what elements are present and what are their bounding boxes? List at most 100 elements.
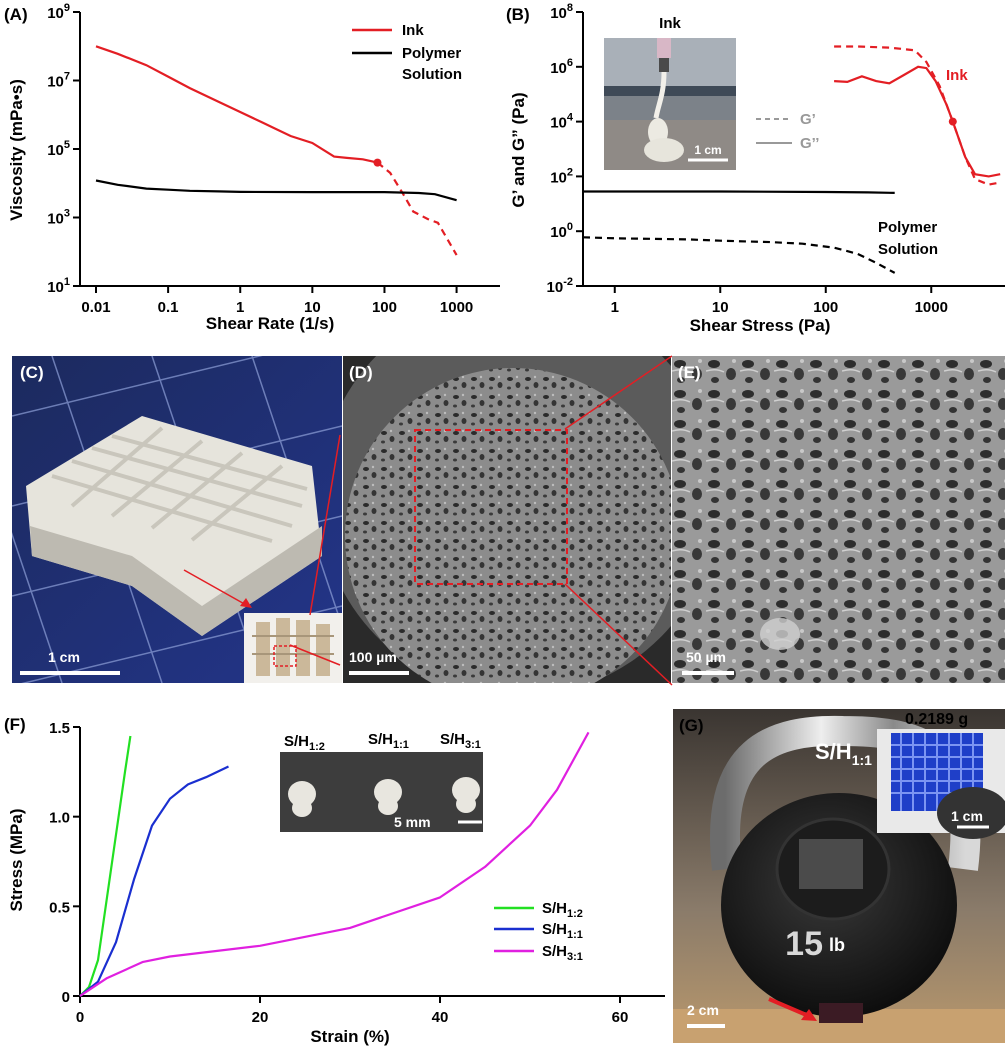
panel-f-label: (F) bbox=[4, 715, 26, 734]
panel-b-legend: G’ G’’ bbox=[756, 111, 819, 152]
pa-y-tick-label-3: 107 bbox=[47, 71, 70, 91]
pa-x-tick-label-2: 1 bbox=[236, 299, 244, 316]
pa-y-tick-label-0: 101 bbox=[47, 276, 70, 296]
panel-f-x-axis-title: Strain (%) bbox=[310, 1027, 389, 1046]
legend-sh12: S/H1:2 bbox=[542, 900, 583, 920]
pa-series-2 bbox=[95, 179, 457, 202]
pb-x-tick-label-1: 10 bbox=[712, 299, 729, 316]
pa-x-tick-label-1: 0.1 bbox=[158, 299, 179, 316]
panel-d-sem-strut-cross-section: (D) 100 µm bbox=[343, 356, 671, 683]
legend-g-prime: G’ bbox=[800, 111, 816, 128]
pa-series-0 bbox=[95, 45, 378, 164]
pb-y-tick-label-2: 102 bbox=[550, 166, 573, 186]
pa-y-tick-label-2: 105 bbox=[47, 139, 70, 159]
panel-d-scalebar-label: 100 µm bbox=[349, 649, 397, 665]
pf-series-1 bbox=[79, 765, 229, 997]
compression-samples-photo: 5 mm S/H1:2 S/H1:1 S/H3:1 bbox=[280, 731, 483, 832]
blue-lattice-inset: 1 cm bbox=[877, 729, 1005, 839]
pb-x-tick-label-2: 100 bbox=[813, 299, 838, 316]
panel-d-label: (D) bbox=[349, 363, 373, 382]
mass-label: 0.2189 g bbox=[905, 711, 968, 728]
panel-f-legend: S/H1:2 S/H1:1 S/H3:1 bbox=[494, 900, 583, 963]
legend-sh31: S/H3:1 bbox=[542, 943, 583, 963]
zoom-connector-lines bbox=[289, 355, 673, 686]
panel-b-modulus-chart: (B) 1 10 100 1000 10-2 100 102 104 106 108 Shear … bbox=[506, 2, 1005, 335]
panel-b-x-axis-title: Shear Stress (Pa) bbox=[690, 316, 831, 335]
scaffold-cross-section-inset bbox=[244, 613, 342, 683]
pb-series-2 bbox=[582, 236, 896, 274]
pf-x-tick-label-1: 20 bbox=[252, 1009, 269, 1026]
pa-x-tick-label-0: 0.01 bbox=[81, 299, 110, 316]
panel-c-printed-scaffold-photo: (C) 1 cm bbox=[12, 356, 342, 683]
pa-y-tick-label-1: 103 bbox=[47, 208, 70, 228]
panel-c-label: (C) bbox=[20, 363, 44, 382]
pa-marker-0 bbox=[373, 158, 382, 167]
pa-series-1 bbox=[376, 161, 458, 256]
sample-label: S/H1:1 bbox=[815, 739, 872, 768]
inset-scale-5mm: 5 mm bbox=[394, 814, 431, 830]
pa-x-tick-label-5: 1000 bbox=[440, 299, 473, 316]
panel-g-kettlebell-load-photo: 15 lb (G) S/H1:1 2 cm 1 cm 0.2189 g bbox=[673, 709, 1005, 1043]
pa-x-tick-label-4: 100 bbox=[372, 299, 397, 316]
panel-a-y-axis-title: Viscosity (mPa•s) bbox=[7, 79, 26, 221]
panel-g-label: (G) bbox=[679, 716, 704, 735]
pb-y-tick-label-4: 106 bbox=[550, 57, 573, 77]
weight-unit: lb bbox=[829, 935, 845, 955]
panel-e-sem-porous-microstructure: (E) 50 µm bbox=[672, 356, 1005, 683]
legend-solution: Solution bbox=[402, 66, 462, 83]
lattice-scaffold bbox=[26, 416, 322, 636]
panel-a-legend: Ink Polymer Solution bbox=[352, 22, 462, 83]
pb-y-tick-label-1: 100 bbox=[550, 221, 573, 241]
inset-scale-1cm-g: 1 cm bbox=[951, 808, 983, 824]
annotation-solution: Solution bbox=[878, 241, 938, 258]
pb-series-0 bbox=[834, 45, 1001, 186]
pf-y-tick-label-0: 0 bbox=[62, 989, 70, 1006]
panel-e-scalebar-label: 50 µm bbox=[686, 649, 726, 665]
pf-y-tick-label-1: 0.5 bbox=[49, 899, 70, 916]
panel-a-x-axis-title: Shear Rate (1/s) bbox=[206, 314, 335, 333]
legend-g-double-prime: G’’ bbox=[800, 135, 819, 152]
panel-b-axes bbox=[582, 12, 1005, 287]
panel-e-label: (E) bbox=[678, 363, 701, 382]
inset-label-sh11: S/H1:1 bbox=[368, 731, 409, 751]
pb-y-tick-label-5: 108 bbox=[550, 2, 573, 22]
inset-scale-1cm: 1 cm bbox=[694, 143, 721, 157]
ink-extrusion-photo: Ink 1 cm bbox=[604, 15, 736, 170]
panel-c-scalebar-label: 1 cm bbox=[48, 649, 80, 665]
pb-series-3 bbox=[583, 190, 895, 194]
pf-x-tick-label-2: 40 bbox=[432, 1009, 449, 1026]
pf-series-0 bbox=[79, 735, 132, 997]
panel-b-y-axis-title: G’ and G” (Pa) bbox=[509, 92, 528, 207]
zoom-region-box bbox=[414, 429, 568, 585]
panel-f-compression-chart: (F) 0 20 40 60 0 0.5 1.0 1.5 Strain (%) Stress … bbox=[4, 715, 665, 1046]
inset-ink-label: Ink bbox=[659, 15, 681, 32]
pb-y-tick-label-0: 10-2 bbox=[547, 276, 573, 296]
pb-series-1 bbox=[834, 65, 1001, 178]
pf-x-tick-label-0: 0 bbox=[76, 1009, 84, 1026]
weight-value: 15 bbox=[785, 925, 823, 963]
panel-a-viscosity-chart: (A) 0.01 0.1 1 10 100 1000 101 103 105 107 109 She… bbox=[4, 2, 500, 333]
pb-marker-0 bbox=[948, 117, 957, 126]
annotation-polymer: Polymer bbox=[878, 219, 937, 236]
pf-y-tick-label-2: 1.0 bbox=[49, 810, 70, 827]
pb-y-tick-label-3: 104 bbox=[550, 112, 574, 132]
panel-g-scalebar-label: 2 cm bbox=[687, 1002, 719, 1018]
annotation-ink: Ink bbox=[946, 67, 968, 84]
inset-label-sh31: S/H3:1 bbox=[440, 731, 481, 751]
pf-series-2 bbox=[79, 731, 590, 997]
legend-ink: Ink bbox=[402, 22, 424, 39]
pf-y-tick-label-3: 1.5 bbox=[49, 720, 70, 737]
panel-f-y-axis-title: Stress (MPa) bbox=[7, 809, 26, 912]
pf-x-tick-label-3: 60 bbox=[612, 1009, 629, 1026]
inset-label-sh12: S/H1:2 bbox=[284, 733, 325, 753]
legend-sh11: S/H1:1 bbox=[542, 921, 583, 941]
pa-x-tick-label-3: 10 bbox=[304, 299, 321, 316]
inset-pointer-arrow bbox=[183, 569, 249, 607]
pb-x-tick-label-3: 1000 bbox=[915, 299, 948, 316]
sample-arrow bbox=[768, 997, 812, 1019]
panel-a-label: (A) bbox=[4, 5, 28, 24]
panel-b-label: (B) bbox=[506, 5, 530, 24]
panel-f-axes bbox=[79, 727, 665, 997]
pa-y-tick-label-4: 109 bbox=[47, 2, 70, 22]
legend-polymer: Polymer bbox=[402, 45, 461, 62]
